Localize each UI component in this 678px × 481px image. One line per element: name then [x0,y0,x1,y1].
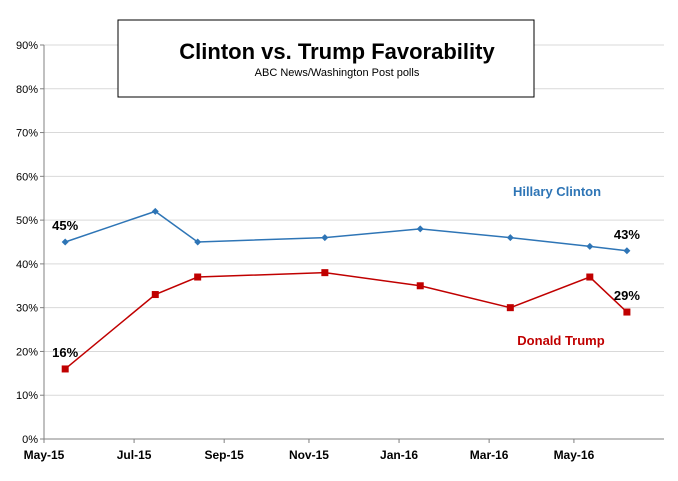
hillary-clinton-point [506,234,514,242]
hillary-clinton-point [586,242,594,250]
hillary-clinton-point [61,238,69,246]
donald-trump-point [61,365,69,373]
hillary-clinton-point [151,207,159,215]
hillary-clinton-data-label: 45% [52,218,78,233]
x-tick-label: Mar-16 [470,448,509,462]
donald-trump-point [623,308,631,316]
donald-trump-point [416,282,424,290]
legend-hillary-clinton: Hillary Clinton [513,184,601,199]
donald-trump-data-label: 16% [52,345,78,360]
donald-trump-point [586,273,594,281]
y-tick-label: 70% [16,128,38,140]
y-tick-label: 50% [16,215,38,227]
legend: Hillary Clinton Donald Trump [513,184,605,348]
donald-trump-data-label: 29% [614,288,640,303]
y-tick-label: 80% [16,84,38,96]
chart-subtitle: ABC News/Washington Post polls [255,67,420,79]
x-tick-label: Sep-15 [204,448,244,462]
donald-trump-point [506,304,514,312]
y-tick-label: 0% [22,434,38,446]
hillary-clinton-line [64,210,627,252]
donald-trump-point [151,291,159,299]
donald-trump-point [194,273,202,281]
y-tick-label: 40% [16,259,38,271]
hillary-clinton-point [416,225,424,233]
x-axis: May-15 Jul-15 Sep-15 Nov-15 Jan-16 Mar-16 May-… [24,439,595,462]
plot-area [44,45,664,439]
hillary-clinton-point [194,238,202,246]
donald-trump-point [321,269,329,277]
x-tick-label: Jan-16 [380,448,418,462]
x-tick-label: May-15 [24,448,65,462]
y-tick-label: 90% [16,40,38,52]
hillary-clinton-point [623,247,631,255]
title-box-frame [117,19,535,98]
x-tick-label: May-16 [554,448,595,462]
x-tick-label: Jul-15 [117,448,152,462]
legend-donald-trump: Donald Trump [517,333,604,348]
hillary-clinton-point [321,234,329,242]
title-box: Clinton vs. Trump Favorability ABC News/… [117,19,535,98]
y-tick-label: 30% [16,303,38,315]
y-tick-label: 60% [16,171,38,183]
donald-trump-line [64,271,628,370]
y-axis: 0% 10% 20% 30% 40% 50% 60% 70% 80% 90% [16,40,44,446]
y-tick-label: 10% [16,390,38,402]
y-tick-label: 20% [16,346,38,358]
chart-title: Clinton vs. Trump Favorability [179,39,495,64]
x-tick-label: Nov-15 [289,448,329,462]
series-group: 45% 43% 16% 29% [52,207,640,373]
hillary-clinton-data-label: 43% [614,227,640,242]
